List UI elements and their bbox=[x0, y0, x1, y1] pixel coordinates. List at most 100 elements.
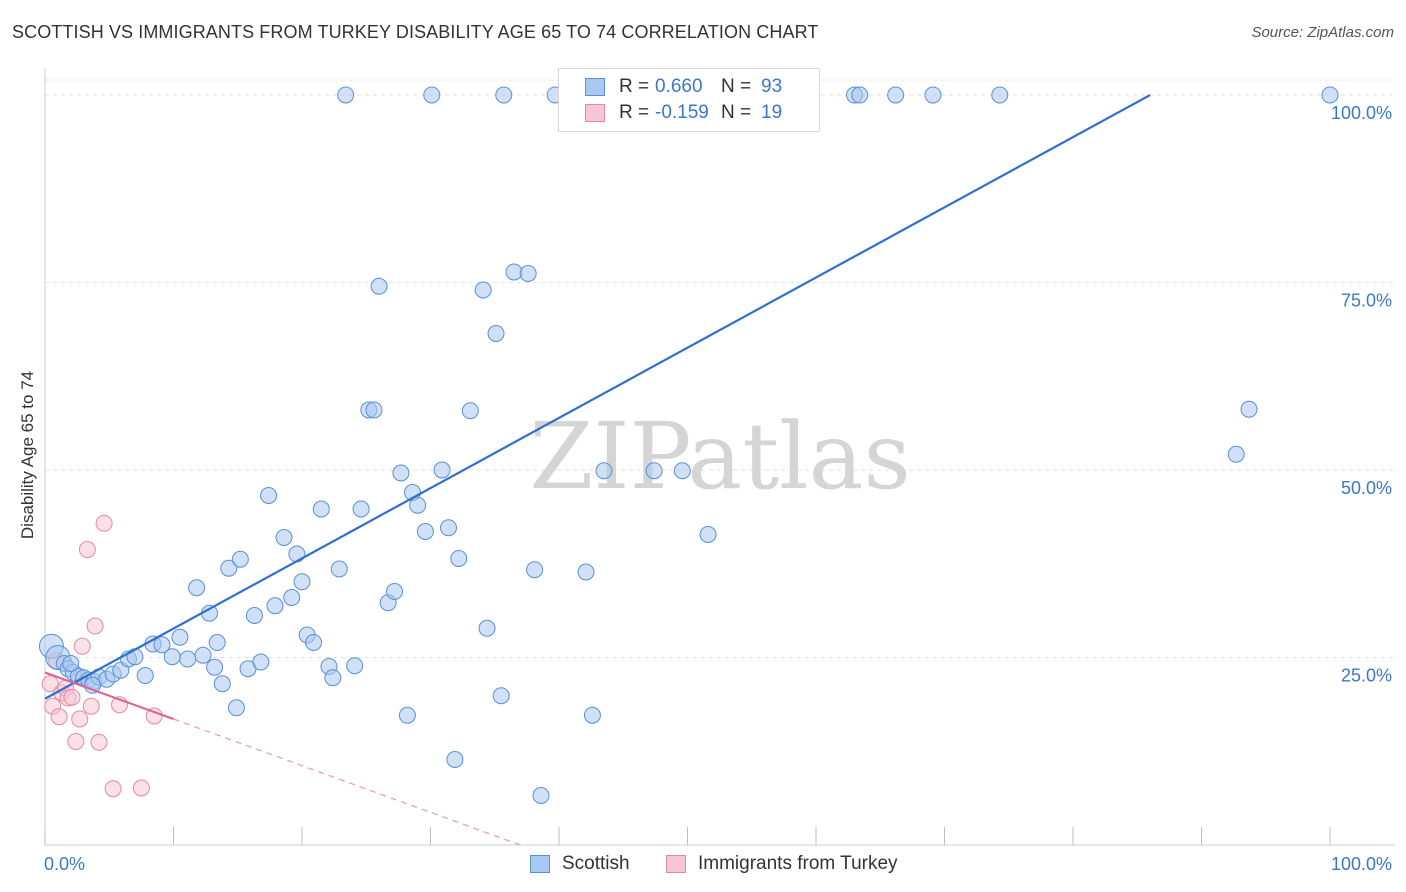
point-scottish bbox=[163, 648, 181, 666]
legend-n-label: N = bbox=[721, 76, 752, 97]
point-scottish bbox=[288, 545, 306, 563]
point-scottish bbox=[851, 86, 869, 104]
y-tick-label: 50.0% bbox=[1341, 478, 1392, 498]
trend-line-turkey-extrapolated bbox=[173, 718, 521, 846]
point-scottish bbox=[231, 550, 249, 568]
point-scottish bbox=[532, 787, 550, 804]
point-scottish bbox=[346, 657, 364, 675]
series-turkey-points bbox=[41, 514, 163, 798]
point-scottish bbox=[392, 464, 410, 482]
point-scottish bbox=[293, 573, 311, 591]
point-turkey bbox=[71, 710, 89, 728]
point-scottish bbox=[433, 461, 451, 479]
point-scottish bbox=[252, 653, 270, 671]
point-scottish bbox=[206, 658, 224, 676]
point-scottish bbox=[461, 402, 479, 420]
point-scottish bbox=[699, 526, 717, 543]
y-tick-label: 75.0% bbox=[1341, 291, 1392, 311]
bottom-legend-scottish: Scottish bbox=[530, 851, 630, 877]
point-turkey bbox=[104, 780, 122, 798]
point-scottish bbox=[595, 462, 613, 480]
point-turkey bbox=[95, 514, 113, 532]
point-scottish bbox=[275, 529, 293, 546]
point-scottish bbox=[1227, 445, 1245, 463]
chart-title: SCOTTISH VS IMMIGRANTS FROM TURKEY DISAB… bbox=[12, 22, 819, 42]
point-scottish bbox=[312, 500, 330, 518]
point-turkey bbox=[50, 708, 68, 726]
point-turkey bbox=[67, 733, 85, 750]
point-scottish bbox=[153, 636, 171, 654]
tick-labels: 25.0% 50.0% 75.0% 100.0% 0.0% 100.0% bbox=[44, 103, 1392, 874]
point-scottish bbox=[495, 86, 513, 104]
x-tick-label-min: 0.0% bbox=[44, 854, 85, 874]
legend-n-value: 19 bbox=[761, 102, 783, 123]
point-scottish bbox=[208, 634, 226, 651]
watermark: ZIPatlas bbox=[529, 403, 910, 510]
point-scottish bbox=[283, 589, 301, 606]
point-scottish bbox=[194, 646, 212, 664]
trend-line-turkey bbox=[44, 671, 174, 720]
bottom-legend-swatch-turkey bbox=[666, 855, 686, 873]
point-scottish bbox=[266, 597, 284, 615]
bottom-legend-turkey: Immigrants from Turkey bbox=[666, 851, 898, 877]
y-tick-label: 100.0% bbox=[1331, 103, 1392, 123]
point-scottish bbox=[179, 650, 197, 668]
bottom-legend-label-scottish: Scottish bbox=[562, 853, 630, 874]
point-turkey bbox=[145, 707, 163, 725]
point-turkey bbox=[73, 637, 91, 655]
bottom-legend-swatch-scottish bbox=[530, 855, 550, 873]
point-scottish bbox=[1321, 86, 1339, 104]
point-scottish bbox=[386, 583, 404, 600]
point-scottish bbox=[171, 628, 189, 646]
point-scottish bbox=[519, 265, 537, 282]
point-scottish bbox=[487, 325, 505, 342]
point-scottish bbox=[991, 86, 1009, 104]
point-scottish bbox=[62, 655, 80, 672]
point-scottish bbox=[924, 86, 942, 104]
point-scottish bbox=[583, 706, 601, 724]
point-scottish bbox=[324, 669, 342, 687]
point-scottish bbox=[260, 487, 278, 504]
point-scottish bbox=[505, 263, 523, 281]
point-scottish bbox=[370, 277, 388, 295]
point-turkey bbox=[90, 733, 108, 751]
point-scottish bbox=[474, 281, 492, 299]
point-scottish bbox=[245, 607, 263, 624]
legend-r-value: -0.159 bbox=[655, 102, 709, 123]
axes bbox=[44, 68, 1395, 846]
point-scottish bbox=[423, 86, 441, 104]
legend-r-label: R = bbox=[619, 102, 650, 123]
point-scottish bbox=[330, 560, 348, 578]
point-scottish bbox=[645, 462, 663, 480]
y-axis-label: Disability Age 65 to 74 bbox=[18, 370, 37, 540]
source-credit: Source: ZipAtlas.com bbox=[1251, 24, 1394, 41]
point-scottish bbox=[188, 579, 206, 597]
point-scottish bbox=[673, 462, 691, 480]
legend-swatch-turkey bbox=[585, 104, 605, 122]
legend-row-turkey: R = -0.159 N = 19 bbox=[585, 101, 782, 125]
point-scottish bbox=[450, 550, 468, 567]
point-scottish bbox=[398, 706, 416, 724]
point-scottish bbox=[1240, 400, 1258, 418]
point-turkey bbox=[63, 688, 81, 706]
legend-n-label: N = bbox=[721, 102, 752, 123]
point-scottish bbox=[887, 86, 905, 104]
point-scottish bbox=[492, 687, 510, 705]
point-scottish bbox=[220, 559, 238, 577]
point-scottish bbox=[416, 523, 434, 540]
point-turkey bbox=[78, 541, 96, 558]
point-scottish bbox=[213, 675, 231, 693]
legend-swatch-scottish bbox=[585, 78, 605, 96]
point-scottish bbox=[577, 563, 595, 581]
legend-r-label: R = bbox=[619, 76, 650, 97]
point-scottish bbox=[478, 619, 496, 637]
correlation-legend: R = 0.660 N = 93 R = -0.159 N = 19 bbox=[558, 68, 820, 132]
legend-n-value: 93 bbox=[761, 76, 783, 97]
legend-r-value: 0.660 bbox=[655, 76, 703, 97]
point-scottish bbox=[227, 699, 245, 717]
point-scottish bbox=[439, 519, 457, 537]
point-turkey bbox=[132, 779, 150, 797]
point-turkey bbox=[41, 675, 59, 693]
point-scottish bbox=[409, 496, 427, 514]
